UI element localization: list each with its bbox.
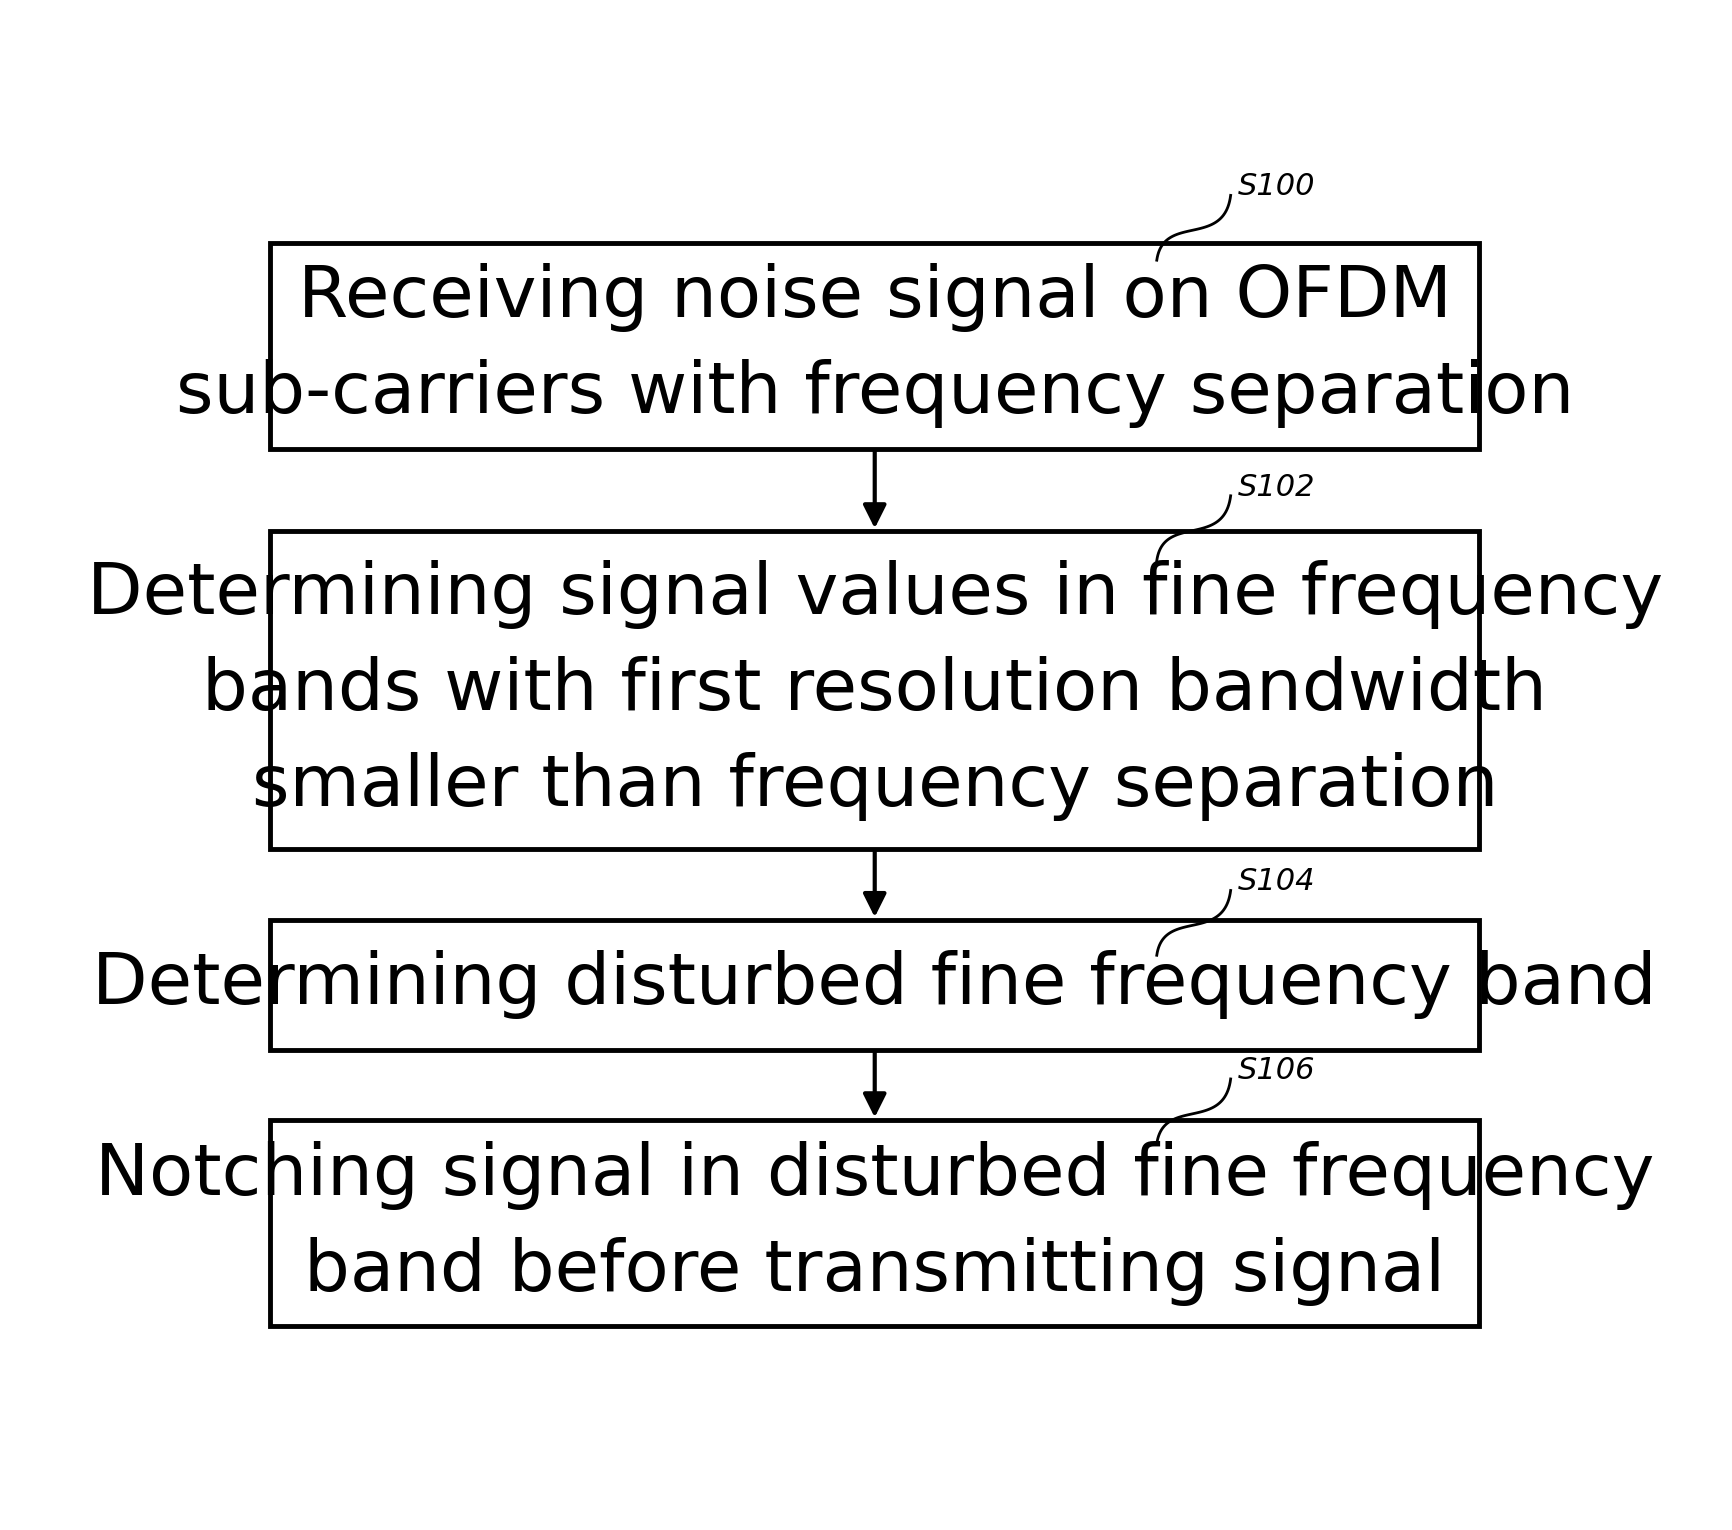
Text: S106: S106 bbox=[1237, 1056, 1315, 1085]
Bar bbox=[270, 242, 1479, 448]
Text: S104: S104 bbox=[1237, 868, 1315, 897]
Text: Receiving noise signal on OFDM
sub-carriers with frequency separation: Receiving noise signal on OFDM sub-carri… bbox=[175, 263, 1573, 428]
Text: S102: S102 bbox=[1237, 473, 1315, 502]
Text: Determining disturbed fine frequency band: Determining disturbed fine frequency ban… bbox=[92, 950, 1656, 1019]
Text: S100: S100 bbox=[1237, 173, 1315, 202]
Text: Notching signal in disturbed fine frequency
band before transmitting signal: Notching signal in disturbed fine freque… bbox=[95, 1141, 1654, 1305]
Text: Determining signal values in fine frequency
bands with first resolution bandwidt: Determining signal values in fine freque… bbox=[87, 560, 1661, 820]
Bar bbox=[270, 920, 1479, 1050]
Bar bbox=[270, 531, 1479, 849]
Bar bbox=[270, 1120, 1479, 1327]
